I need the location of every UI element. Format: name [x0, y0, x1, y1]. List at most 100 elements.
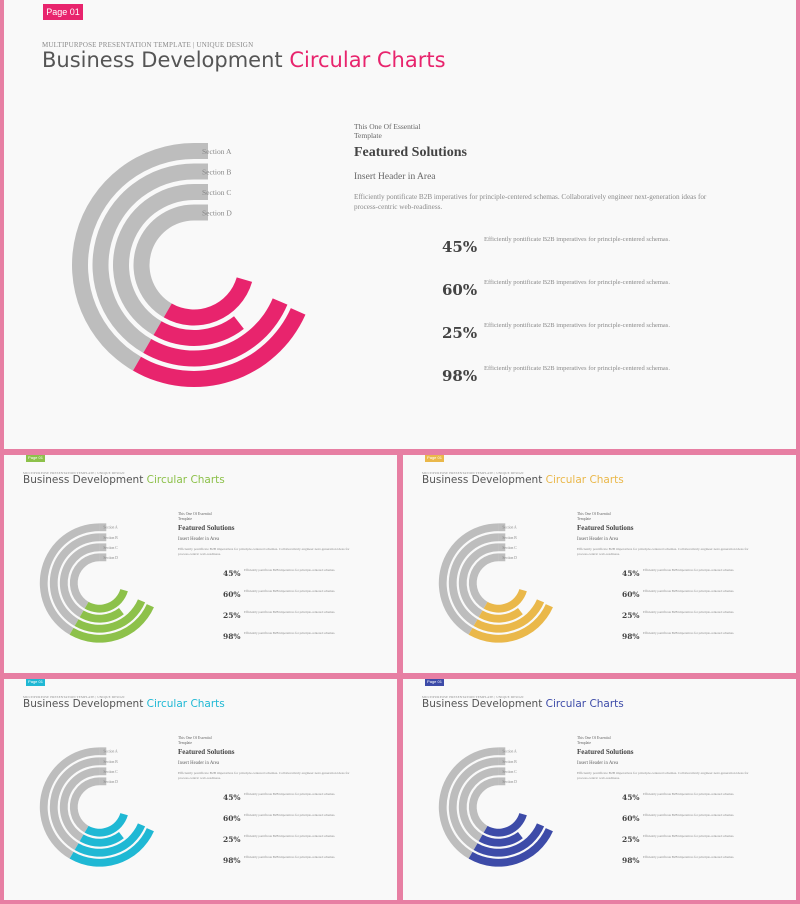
- body-text: Efficiently pontificate B2B imperatives …: [577, 770, 749, 780]
- info-block: This One Of Essential Template Featured S…: [178, 736, 358, 781]
- stat-value: 25%: [622, 834, 640, 844]
- title-plain: Business Development: [42, 48, 283, 72]
- label-tab: [99, 757, 107, 766]
- page-badge: Page 01: [425, 455, 444, 462]
- stat-description: Efficiently pontificate B2B imperatives …: [244, 834, 336, 838]
- featured-heading: Featured Solutions: [178, 747, 235, 756]
- stat-description: Efficiently pontificate B2B imperatives …: [244, 792, 336, 796]
- track-section-c: [59, 543, 100, 618]
- title-plain: Business Development: [422, 474, 543, 486]
- stat-value: 45%: [622, 568, 640, 578]
- bar-section-d: [163, 277, 253, 326]
- stat-description: Efficiently pontificate B2B imperatives …: [244, 631, 336, 635]
- stat-description: Efficiently pontificate B2B imperatives …: [643, 792, 735, 796]
- slide-yellow: Page 01 MULTIPURPOSE PRESENTATION TEMPLAT…: [403, 455, 796, 673]
- track-section-b: [448, 533, 499, 626]
- section-label: Section A: [502, 750, 517, 754]
- info-block: This One Of Essential Template Featured S…: [178, 512, 358, 557]
- label-tab: [99, 543, 107, 552]
- stat-row: 45% Efficiently pontificate B2B imperativ…: [223, 568, 335, 578]
- track-section-c: [458, 543, 499, 618]
- label-tab: [99, 523, 107, 532]
- bar-section-c: [153, 316, 244, 346]
- stat-description: Efficiently pontificate B2B imperatives …: [244, 589, 336, 593]
- track-section-a: [438, 747, 499, 859]
- title-plain: Business Development: [23, 698, 144, 710]
- stat-description: Efficiently pontificate B2B imperatives …: [643, 589, 735, 593]
- stat-value: 60%: [622, 589, 640, 599]
- section-label: Section B: [502, 760, 517, 764]
- stat-value: 25%: [223, 610, 241, 620]
- info-block: This One Of Essential Template Featured S…: [354, 122, 714, 213]
- track-section-b: [49, 533, 100, 626]
- stat-value: 98%: [442, 366, 478, 385]
- label-tab: [99, 747, 107, 756]
- slide-title: Business Development Circular Charts: [42, 48, 446, 72]
- stat-row: 45% Efficiently pontificate B2B imperativ…: [223, 792, 335, 802]
- slide-green: Page 01 MULTIPURPOSE PRESENTATION TEMPLAT…: [4, 455, 397, 673]
- stat-row: 98% Efficiently pontificate B2B imperativ…: [622, 855, 734, 865]
- bar-section-a: [468, 604, 553, 643]
- bar-section-c: [79, 608, 124, 623]
- track-section-d: [468, 777, 499, 833]
- stat-description: Efficiently pontificate B2B imperatives …: [244, 610, 336, 614]
- label-tab: [99, 777, 107, 786]
- circular-chart: Section A Section B Section C Section D: [39, 747, 154, 867]
- stat-row: 25% Efficiently pontificate B2B imperativ…: [223, 834, 335, 844]
- kicker-text: MULTIPURPOSE PRESENTATION TEMPLATE | UNI…: [23, 471, 125, 475]
- track-section-b: [92, 163, 194, 353]
- section-label: Section D: [103, 556, 118, 560]
- section-label: Section D: [502, 780, 517, 784]
- slide-title: Business Development Circular Charts: [23, 474, 225, 486]
- featured-heading: Featured Solutions: [354, 144, 467, 160]
- label-tab: [498, 523, 506, 532]
- section-label: Section D: [103, 780, 118, 784]
- track-section-a: [39, 747, 100, 859]
- bar-section-d: [483, 813, 527, 837]
- info-block: This One Of Essential Template Featured S…: [577, 512, 757, 557]
- slide-blue: Page 01 MULTIPURPOSE PRESENTATION TEMPLAT…: [403, 679, 796, 900]
- page-badge: Page 01: [26, 455, 45, 462]
- label-tab: [498, 533, 506, 542]
- stat-value: 60%: [223, 813, 241, 823]
- kicker-text: MULTIPURPOSE PRESENTATION TEMPLATE | UNI…: [422, 695, 524, 699]
- label-tab: [498, 767, 506, 776]
- insert-header: Insert Header in Area: [577, 761, 619, 767]
- page-badge: Page 01: [425, 679, 444, 686]
- stat-value: 45%: [622, 792, 640, 802]
- bar-section-c: [478, 832, 523, 847]
- track-section-d: [69, 553, 100, 609]
- bar-section-d: [84, 589, 128, 613]
- title-accent: Circular Charts: [289, 48, 446, 72]
- stat-value: 60%: [622, 813, 640, 823]
- small-heading: This One Of Essential Template: [178, 736, 212, 745]
- stat-description: Efficiently pontificate B2B imperatives …: [643, 855, 735, 859]
- stat-description: Efficiently pontificate B2B imperatives …: [643, 813, 735, 817]
- track-section-d: [133, 204, 194, 318]
- stat-row: 60% Efficiently pontificate B2B imperativ…: [622, 813, 734, 823]
- featured-heading: Featured Solutions: [577, 523, 634, 532]
- stat-row: 60% Efficiently pontificate B2B imperativ…: [622, 589, 734, 599]
- label-tab: [99, 767, 107, 776]
- section-label: Section B: [103, 536, 118, 540]
- stat-value: 45%: [442, 237, 478, 256]
- body-text: Efficiently pontificate B2B imperatives …: [178, 546, 350, 556]
- slide-cyan: Page 01 MULTIPURPOSE PRESENTATION TEMPLAT…: [4, 679, 397, 900]
- section-label: Section B: [202, 168, 231, 177]
- stat-description: Efficiently pontificate B2B imperatives …: [643, 568, 735, 572]
- stat-row: 45% Efficiently pontificate B2B imperativ…: [622, 568, 734, 578]
- stat-description: Efficiently pontificate B2B imperatives …: [484, 365, 670, 372]
- label-tab: [498, 553, 506, 562]
- kicker-text: MULTIPURPOSE PRESENTATION TEMPLATE | UNI…: [23, 695, 125, 699]
- section-label: Section C: [502, 546, 517, 550]
- stat-value: 45%: [223, 568, 241, 578]
- circular-chart: Section A Section B Section C Section D: [72, 143, 306, 387]
- track-section-a: [438, 523, 499, 635]
- slide-title: Business Development Circular Charts: [23, 698, 225, 710]
- section-label: Section D: [202, 209, 232, 218]
- bar-section-d: [483, 589, 527, 613]
- slide-title: Business Development Circular Charts: [422, 698, 624, 710]
- stat-value: 45%: [223, 792, 241, 802]
- section-label: Section B: [103, 760, 118, 764]
- small-heading: This One Of Essential Template: [577, 736, 611, 745]
